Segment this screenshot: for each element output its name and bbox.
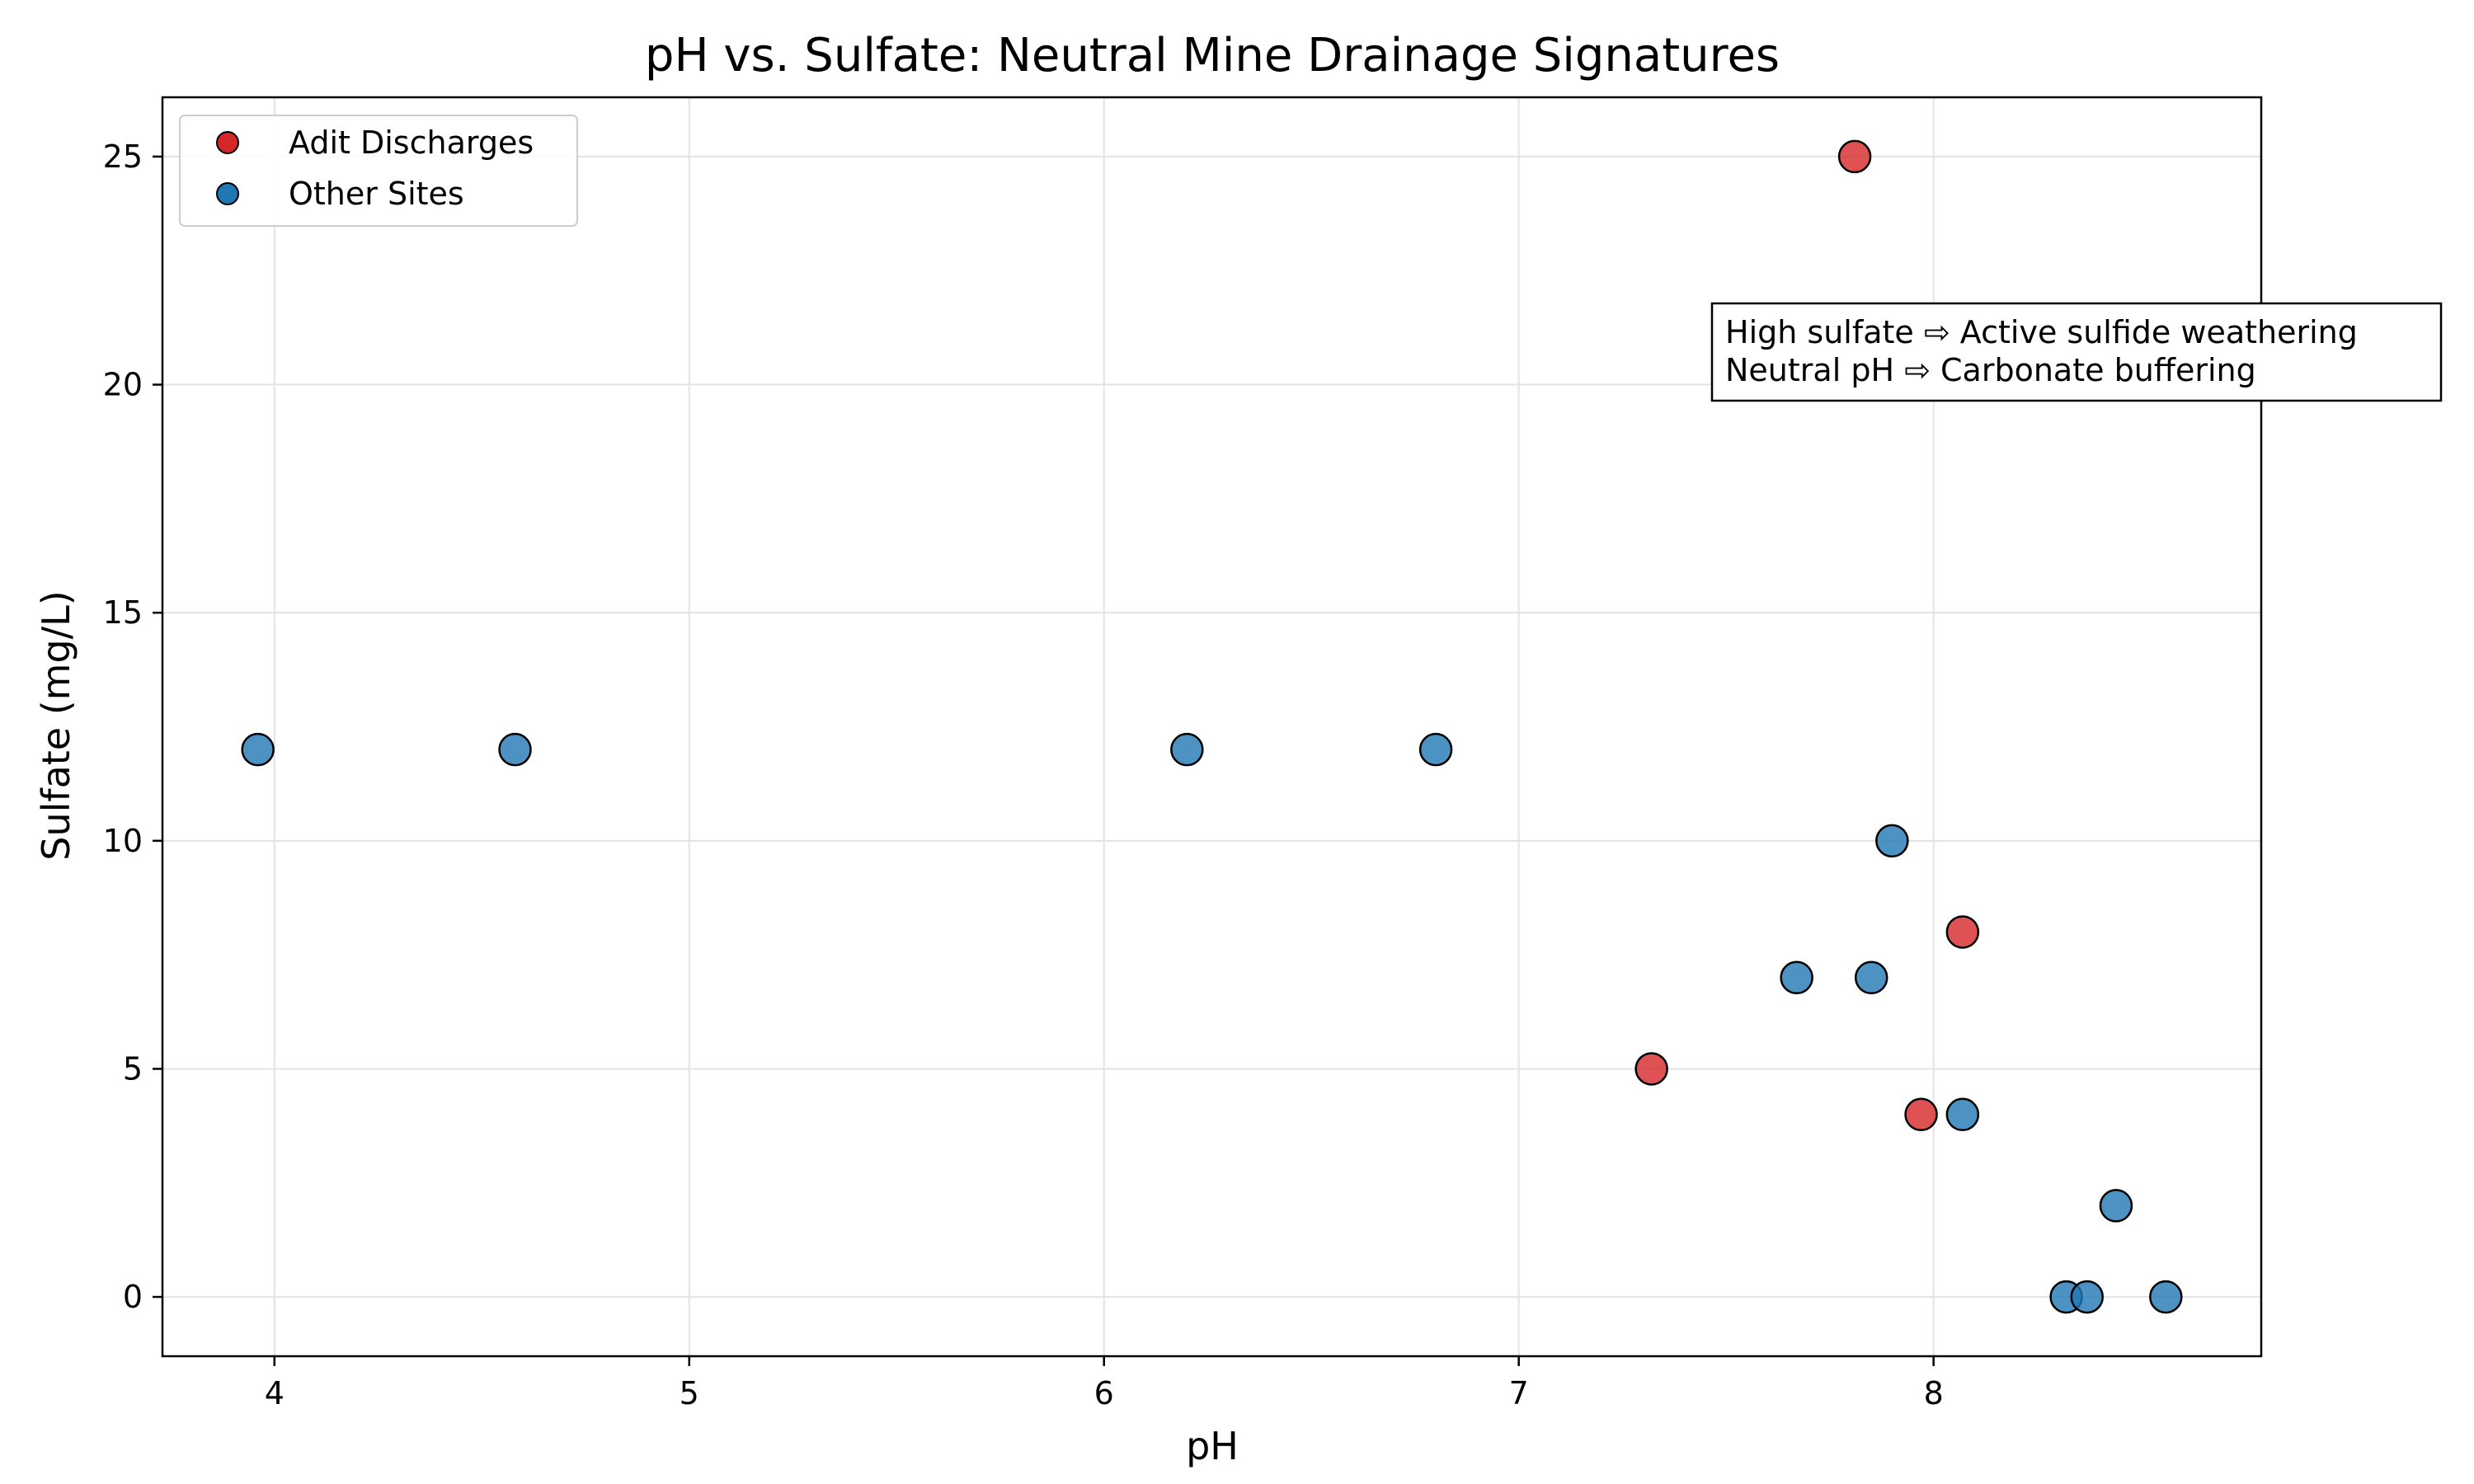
data-point: [1837, 139, 1872, 174]
y-tick-label: 15: [103, 594, 143, 631]
data-point: [1418, 732, 1453, 767]
x-tick-label: 6: [1094, 1375, 1114, 1411]
data-point: [498, 732, 532, 767]
data-point: [1634, 1052, 1668, 1086]
legend-box: [179, 115, 578, 227]
legend: Adit Discharges Other Sites: [179, 115, 578, 227]
y-tick-label: 20: [103, 367, 143, 403]
y-axis-label: Sulfate (mg/L): [34, 590, 78, 861]
annotation-line-2: Neutral pH ⇨ Carbonate buffering: [1725, 352, 2256, 388]
data-point: [2070, 1280, 2105, 1314]
data-points: [241, 139, 2183, 1314]
x-tick-label: 8: [1924, 1375, 1944, 1411]
data-point: [1875, 824, 1909, 858]
y-tick-label: 10: [103, 823, 143, 859]
data-point: [2149, 1280, 2183, 1314]
legend-label-other: Other Sites: [289, 176, 464, 212]
y-tick-label: 25: [103, 139, 143, 175]
data-point: [1780, 960, 1813, 995]
annotation-box: High sulfate ⇨ Active sulfide weathering…: [1710, 302, 2443, 402]
y-tick-label: 0: [123, 1279, 143, 1315]
axes: 4 5 6 7 8 0 5 10 15 20 25: [103, 139, 1944, 1411]
data-point: [1854, 960, 1888, 995]
series-1: [241, 732, 2183, 1314]
chart-title: pH vs. Sulfate: Neutral Mine Drainage Si…: [645, 29, 1780, 82]
annotation-frame: [1710, 302, 2443, 402]
data-point: [1945, 915, 1980, 949]
data-point: [1904, 1097, 1938, 1132]
legend-label-adit: Adit Discharges: [289, 124, 534, 161]
plot-frame: [161, 96, 2263, 1358]
data-point: [1170, 732, 1204, 767]
x-tick-label: 4: [265, 1375, 285, 1411]
data-point: [241, 732, 275, 767]
x-tick-label: 7: [1509, 1375, 1529, 1411]
x-axis-label: pH: [1186, 1424, 1239, 1468]
x-tick-label: 5: [680, 1375, 699, 1411]
legend-marker-other: [216, 182, 239, 205]
legend-marker-adit: [216, 131, 239, 154]
y-tick-label: 5: [123, 1050, 143, 1087]
series-0: [1634, 139, 1980, 1132]
data-point: [2099, 1189, 2133, 1223]
annotation-line-1: High sulfate ⇨ Active sulfide weathering: [1725, 314, 2358, 350]
data-point: [1945, 1097, 1980, 1132]
